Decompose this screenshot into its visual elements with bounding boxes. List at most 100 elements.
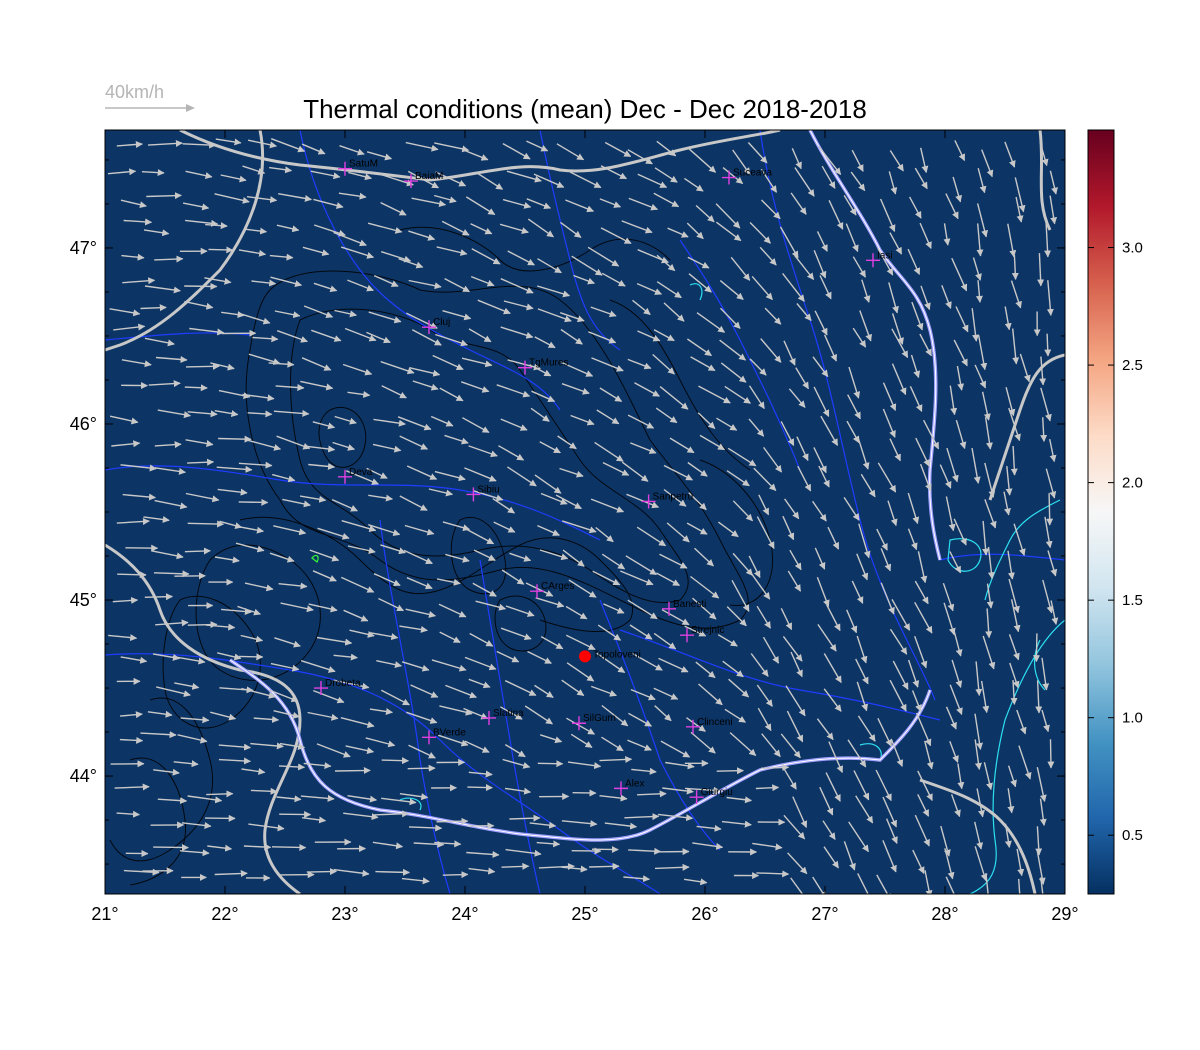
wind-arrow [763,446,783,473]
wind-arrow [877,462,897,493]
wind-arrow [1010,280,1022,309]
wind-arrow [154,255,184,263]
wind-arrow [760,168,778,193]
wind-arrow [851,580,864,604]
city-markers: SatuM BaiaM Suceava Iasi Cluj TgMures Deva Sibi… [314,159,893,805]
wind-arrow [1040,877,1044,894]
wind-arrow [242,165,266,175]
wind-arrow [405,141,439,152]
wind-arrow [980,680,990,714]
wind-arrow [917,551,928,584]
wind-arrow [688,273,712,293]
wind-arrow [917,794,930,817]
wind-arrow [946,447,959,483]
wind-arrow [943,223,951,246]
wind-arrow [529,821,557,829]
wind-arrow [531,390,556,403]
wind-arrow [1046,280,1054,316]
wind-arrow [1005,387,1016,417]
wind-arrow [509,814,541,822]
wind-arrow [1019,353,1031,383]
wind-arrow [156,686,191,698]
wind-arrow [658,657,689,673]
y-tick-label: 44° [70,766,97,786]
city-silgum: SilGum [572,713,616,731]
wind-arrow [877,717,893,747]
city-marker-icon [866,253,880,268]
wind-arrow [1010,680,1018,705]
wind-arrow [949,684,963,716]
wind-arrow [760,338,782,363]
wind-arrow [184,282,218,290]
wind-arrow [760,764,790,772]
wind-arrow [596,652,626,674]
wind-arrow [1003,491,1011,516]
wind-arrow [1004,306,1012,331]
wind-arrow [123,868,160,876]
wind-arrow [525,582,554,597]
wind-arrow [654,863,690,871]
wind-arrow [750,653,769,677]
wind-arrow [500,326,534,339]
x-tick-label: 25° [571,904,598,924]
wind-arrow [827,526,840,550]
wind-arrow [561,865,588,873]
wind-arrow [498,445,525,461]
city-marker-icon [466,487,481,502]
wind-arrow [500,278,534,294]
city-label: Clinceni [697,717,733,728]
wind-arrow [749,571,771,600]
wind-arrow [816,576,830,608]
wind-arrow [117,571,147,579]
wind-arrow [463,707,489,720]
city-slatina: Slatina [482,708,524,725]
wind-arrow [787,570,802,592]
wind-arrow [984,462,996,498]
wind-arrow [271,843,307,851]
city-label: Banesti [673,599,706,610]
wind-arrow [562,549,585,567]
wind-arrow [373,810,410,818]
wind-arrow [241,687,276,699]
wind-arrow [654,705,672,722]
wind-arrow [109,415,139,425]
wind-arrow [413,840,445,848]
wind-arrow [848,366,861,399]
wind-arrow [561,679,585,697]
wind-arrow [1041,709,1050,733]
wind-arrow [637,790,667,798]
wind-arrow [856,635,868,664]
city-marker-icon [686,719,700,734]
city-marker-icon [662,601,676,616]
wind-arrow [982,635,996,670]
colorbar-tick-label: 0.5 [1122,827,1143,844]
wind-arrow [748,555,761,579]
wind-arrow [856,681,868,712]
wind-arrow [411,329,442,346]
wind-arrow [464,656,497,671]
wind-arrow [1009,662,1020,689]
city-label: Deva [349,467,373,478]
city-deva: Deva [338,467,373,484]
wind-arrow [1007,223,1017,258]
wind-arrow [887,500,898,527]
wind-arrow [252,335,279,343]
wind-arrow [749,222,771,244]
wind-arrow [112,596,139,604]
wind-arrow [599,387,623,402]
wind-arrow [797,465,812,492]
wind-arrow [184,300,214,310]
city-marker-icon [404,174,418,189]
wind-arrow [696,824,722,832]
wind-arrow [919,463,932,492]
wind-arrow [663,302,685,322]
city-label: BVerde [433,727,466,738]
colorbar-tick-label: 2.0 [1122,475,1143,492]
wind-arrow [748,418,765,437]
wind-arrow [812,876,827,894]
wind-arrow [373,573,401,587]
wind-arrow [950,794,961,818]
wind-arrow [1004,141,1016,168]
wind-arrow [889,628,908,655]
wind-arrow [312,570,337,582]
